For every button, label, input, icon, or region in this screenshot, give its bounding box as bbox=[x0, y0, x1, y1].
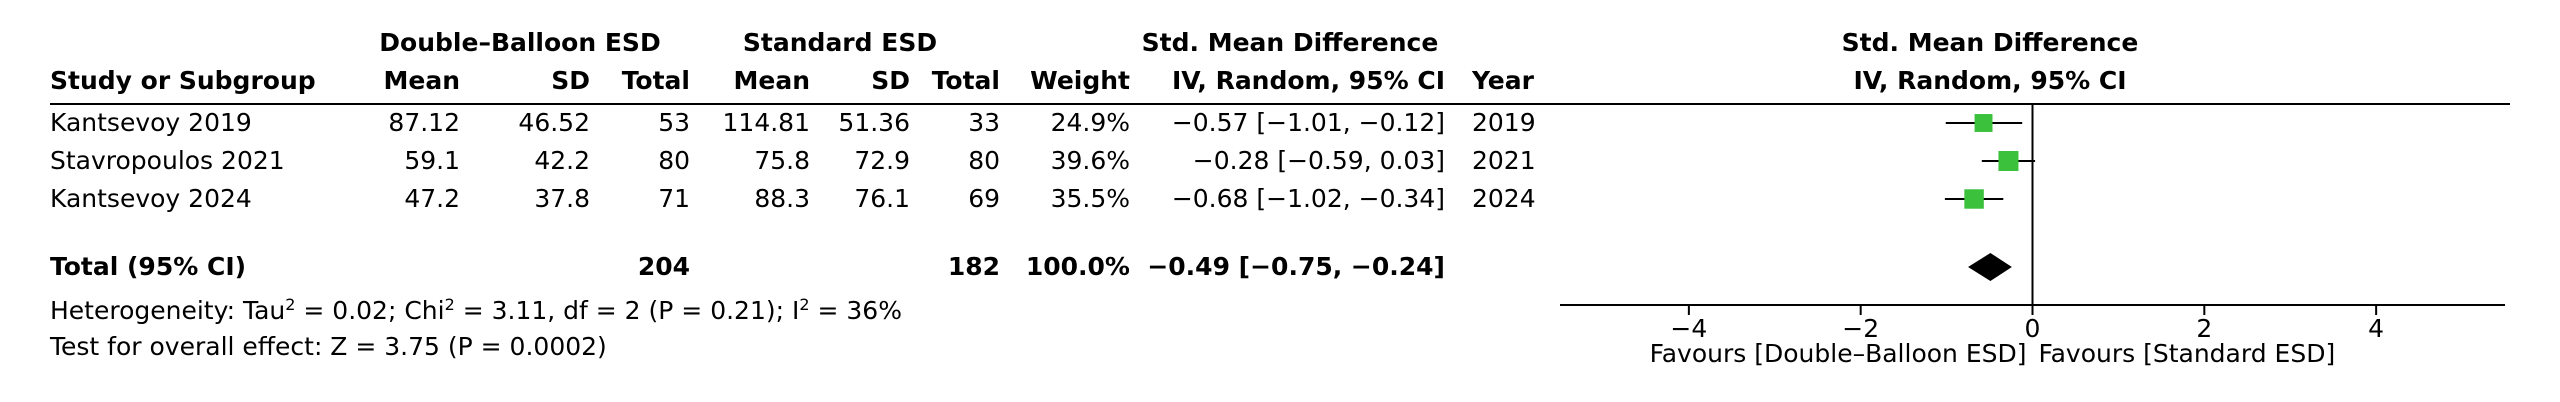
study-name: Stavropoulos 2021 bbox=[50, 146, 285, 175]
study-effect-marker bbox=[1964, 189, 1984, 209]
header-rule bbox=[50, 103, 2510, 105]
exp-total: 80 bbox=[658, 146, 690, 175]
effect-ci: −0.57 [−1.01, −0.12] bbox=[1171, 108, 1445, 137]
header-plot-method: IV, Random, 95% CI bbox=[1853, 66, 2127, 95]
overall-effect-text: Test for overall effect: Z = 3.75 (P = 0… bbox=[50, 332, 607, 361]
exp-mean: 87.12 bbox=[388, 108, 460, 137]
ctl-total: 80 bbox=[968, 146, 1000, 175]
total-weight: 100.0% bbox=[1025, 252, 1130, 281]
effect-ci: −0.68 [−1.02, −0.34] bbox=[1171, 184, 1445, 213]
heterogeneity-text: Heterogeneity: Tau2 = 0.02; Chi2 = 3.11,… bbox=[50, 295, 902, 325]
study-year: 2024 bbox=[1472, 184, 1536, 213]
total-label: Total (95% CI) bbox=[50, 252, 247, 281]
ctl-sd: 51.36 bbox=[838, 108, 910, 137]
weight: 35.5% bbox=[1050, 184, 1130, 213]
exp-total: 71 bbox=[658, 184, 690, 213]
header-plot-title: Std. Mean Difference bbox=[1841, 28, 2139, 57]
ctl-mean: 114.81 bbox=[722, 108, 810, 137]
favours-left-label: Favours [Double–Balloon ESD] bbox=[1650, 339, 2027, 368]
weight: 24.9% bbox=[1050, 108, 1130, 137]
header-ctl-total: Total bbox=[931, 66, 1000, 95]
exp-mean: 47.2 bbox=[404, 184, 460, 213]
x-tick-label: −2 bbox=[1842, 314, 1879, 343]
header-effect-method: IV, Random, 95% CI bbox=[1171, 66, 1445, 95]
total-exp: 204 bbox=[637, 252, 690, 281]
header-ctl-mean: Mean bbox=[733, 66, 810, 95]
x-tick-label: −4 bbox=[1670, 314, 1707, 343]
study-year: 2019 bbox=[1472, 108, 1536, 137]
header-exp-sd: SD bbox=[551, 66, 590, 95]
total-ctl: 182 bbox=[947, 252, 1000, 281]
exp-mean: 59.1 bbox=[404, 146, 460, 175]
header-weight: Weight bbox=[1030, 66, 1130, 95]
study-effect-marker bbox=[1974, 114, 1993, 132]
ctl-total: 69 bbox=[968, 184, 1000, 213]
header-group-experimental: Double–Balloon ESD bbox=[379, 28, 661, 57]
x-tick-label: 0 bbox=[2025, 314, 2041, 343]
study-name: Kantsevoy 2019 bbox=[50, 108, 252, 137]
ctl-sd: 76.1 bbox=[854, 184, 910, 213]
favours-right-label: Favours [Standard ESD] bbox=[2039, 339, 2336, 368]
pooled-effect-diamond bbox=[1968, 253, 2012, 281]
exp-sd: 37.8 bbox=[534, 184, 590, 213]
ctl-mean: 88.3 bbox=[754, 184, 810, 213]
study-name: Kantsevoy 2024 bbox=[50, 184, 252, 213]
exp-total: 53 bbox=[658, 108, 690, 137]
effect-ci: −0.28 [−0.59, 0.03] bbox=[1192, 146, 1445, 175]
header-study: Study or Subgroup bbox=[50, 66, 316, 95]
header-exp-mean: Mean bbox=[383, 66, 460, 95]
ctl-mean: 75.8 bbox=[754, 146, 810, 175]
ctl-sd: 72.9 bbox=[854, 146, 910, 175]
ctl-total: 33 bbox=[968, 108, 1000, 137]
study-effect-marker bbox=[1998, 151, 2019, 171]
header-exp-total: Total bbox=[621, 66, 690, 95]
x-tick-label: 2 bbox=[2196, 314, 2212, 343]
exp-sd: 46.52 bbox=[518, 108, 590, 137]
header-year: Year bbox=[1472, 66, 1534, 95]
x-tick-label: 4 bbox=[2368, 314, 2384, 343]
header-effect-title: Std. Mean Difference bbox=[1141, 28, 1439, 57]
weight: 39.6% bbox=[1050, 146, 1130, 175]
header-ctl-sd: SD bbox=[871, 66, 910, 95]
total-ci: −0.49 [−0.75, −0.24] bbox=[1147, 252, 1445, 281]
study-year: 2021 bbox=[1472, 146, 1536, 175]
exp-sd: 42.2 bbox=[534, 146, 590, 175]
header-group-control: Standard ESD bbox=[742, 28, 938, 57]
